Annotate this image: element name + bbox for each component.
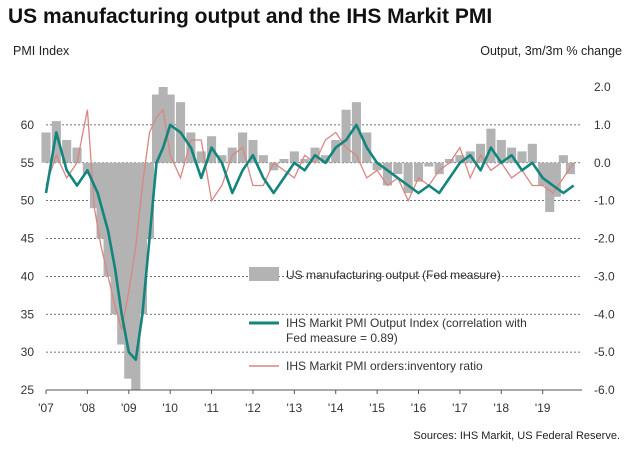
output-bar <box>103 162 113 277</box>
output-bar <box>517 151 527 163</box>
axes: '07 '08 '09 '10 '11 '12 '13 '14 '15 '16 '17 '18 '19 2… <box>21 80 615 415</box>
left-tick-label: 60 <box>21 118 35 132</box>
x-tick-label: '10 <box>162 401 178 415</box>
legend-swatch-bars <box>249 267 279 281</box>
output-bar <box>72 147 82 163</box>
left-tick-label: 55 <box>21 156 35 170</box>
output-bar <box>196 151 206 163</box>
left-axis-title: PMI Index <box>13 44 70 58</box>
output-bar <box>496 140 506 163</box>
legend: US manufacturing output (Fed measure) IHS… <box>249 267 527 373</box>
output-bar <box>110 162 120 315</box>
output-bar <box>62 140 72 163</box>
x-tick-label: '07 <box>38 401 54 415</box>
output-bar <box>300 158 310 163</box>
output-bar <box>527 143 537 163</box>
x-tick-label: '18 <box>493 401 509 415</box>
x-tick-label: '16 <box>411 401 427 415</box>
x-tick-label: '17 <box>452 401 468 415</box>
right-tick-label: -1.0 <box>594 194 615 208</box>
output-bar <box>545 162 555 212</box>
left-tick-label: 50 <box>21 194 35 208</box>
output-bar <box>269 162 279 171</box>
legend-label-bars: US manufacturing output (Fed measure) <box>286 268 501 282</box>
output-bar <box>372 162 382 171</box>
output-bar <box>137 162 147 315</box>
left-tick-label: 30 <box>21 345 35 359</box>
x-tick-label: '12 <box>245 401 261 415</box>
output-bar <box>144 162 155 239</box>
right-tick-label: -4.0 <box>594 307 615 321</box>
output-bar <box>158 87 168 163</box>
source-note: Sources: IHS Markit, US Federal Reserve. <box>413 430 620 442</box>
right-tick-label: 0.0 <box>594 156 611 170</box>
x-tick-label: '14 <box>328 401 344 415</box>
legend-label-orders-ratio: IHS Markit PMI orders:inventory ratio <box>286 359 483 373</box>
legend-label-output-index-line1: IHS Markit PMI Output Index (correlation… <box>286 316 527 330</box>
output-bar <box>341 109 351 163</box>
output-bar <box>41 132 51 163</box>
output-bar <box>258 155 268 163</box>
x-tick-label: '15 <box>369 401 385 415</box>
output-bar <box>424 162 434 167</box>
output-bar <box>289 151 299 163</box>
output-bar <box>455 155 465 163</box>
output-bar <box>413 162 424 182</box>
output-bar <box>551 162 561 197</box>
right-tick-label: 1.0 <box>594 118 611 132</box>
left-tick-label: 25 <box>21 383 35 397</box>
output-bar <box>393 162 403 175</box>
left-tick-label: 40 <box>21 269 35 283</box>
output-bar <box>124 162 134 379</box>
output-bar <box>538 162 548 186</box>
output-bar <box>279 158 289 163</box>
series-lines <box>44 108 575 361</box>
output-index-line <box>44 123 575 361</box>
output-bar <box>434 162 444 175</box>
output-bar <box>82 162 92 175</box>
output-bar <box>131 162 141 390</box>
left-tick-label: 45 <box>21 232 35 246</box>
output-bar <box>51 121 61 163</box>
output-bar <box>382 162 393 186</box>
chart-title: US manufacturing output and the IHS Mark… <box>8 5 493 28</box>
x-tick-label: '19 <box>535 401 551 415</box>
output-bar <box>320 155 330 163</box>
output-bar <box>444 158 455 163</box>
x-tick-label: '13 <box>287 401 303 415</box>
output-bar <box>217 155 227 163</box>
right-tick-label: -6.0 <box>594 383 615 397</box>
right-tick-label: 2.0 <box>594 80 611 94</box>
left-tick-label: 35 <box>21 307 35 321</box>
output-bar <box>403 162 413 194</box>
x-tick-label: '11 <box>204 401 219 415</box>
right-axis-title: Output, 3m/3m % change <box>480 44 622 58</box>
output-bar <box>351 102 361 163</box>
output-bar <box>476 143 486 163</box>
x-tick-label: '09 <box>121 401 137 415</box>
output-bar <box>486 128 496 163</box>
output-bar <box>558 155 568 163</box>
legend-label-output-index-line2: Fed measure = 0.89) <box>286 331 398 345</box>
output-bar <box>248 140 258 163</box>
right-tick-label: -5.0 <box>594 345 615 359</box>
output-bar <box>117 162 127 345</box>
right-tick-label: -3.0 <box>594 269 615 283</box>
output-bar <box>331 140 341 163</box>
right-tick-label: -2.0 <box>594 232 615 246</box>
output-bar <box>151 94 162 163</box>
x-tick-label: '08 <box>80 401 96 415</box>
